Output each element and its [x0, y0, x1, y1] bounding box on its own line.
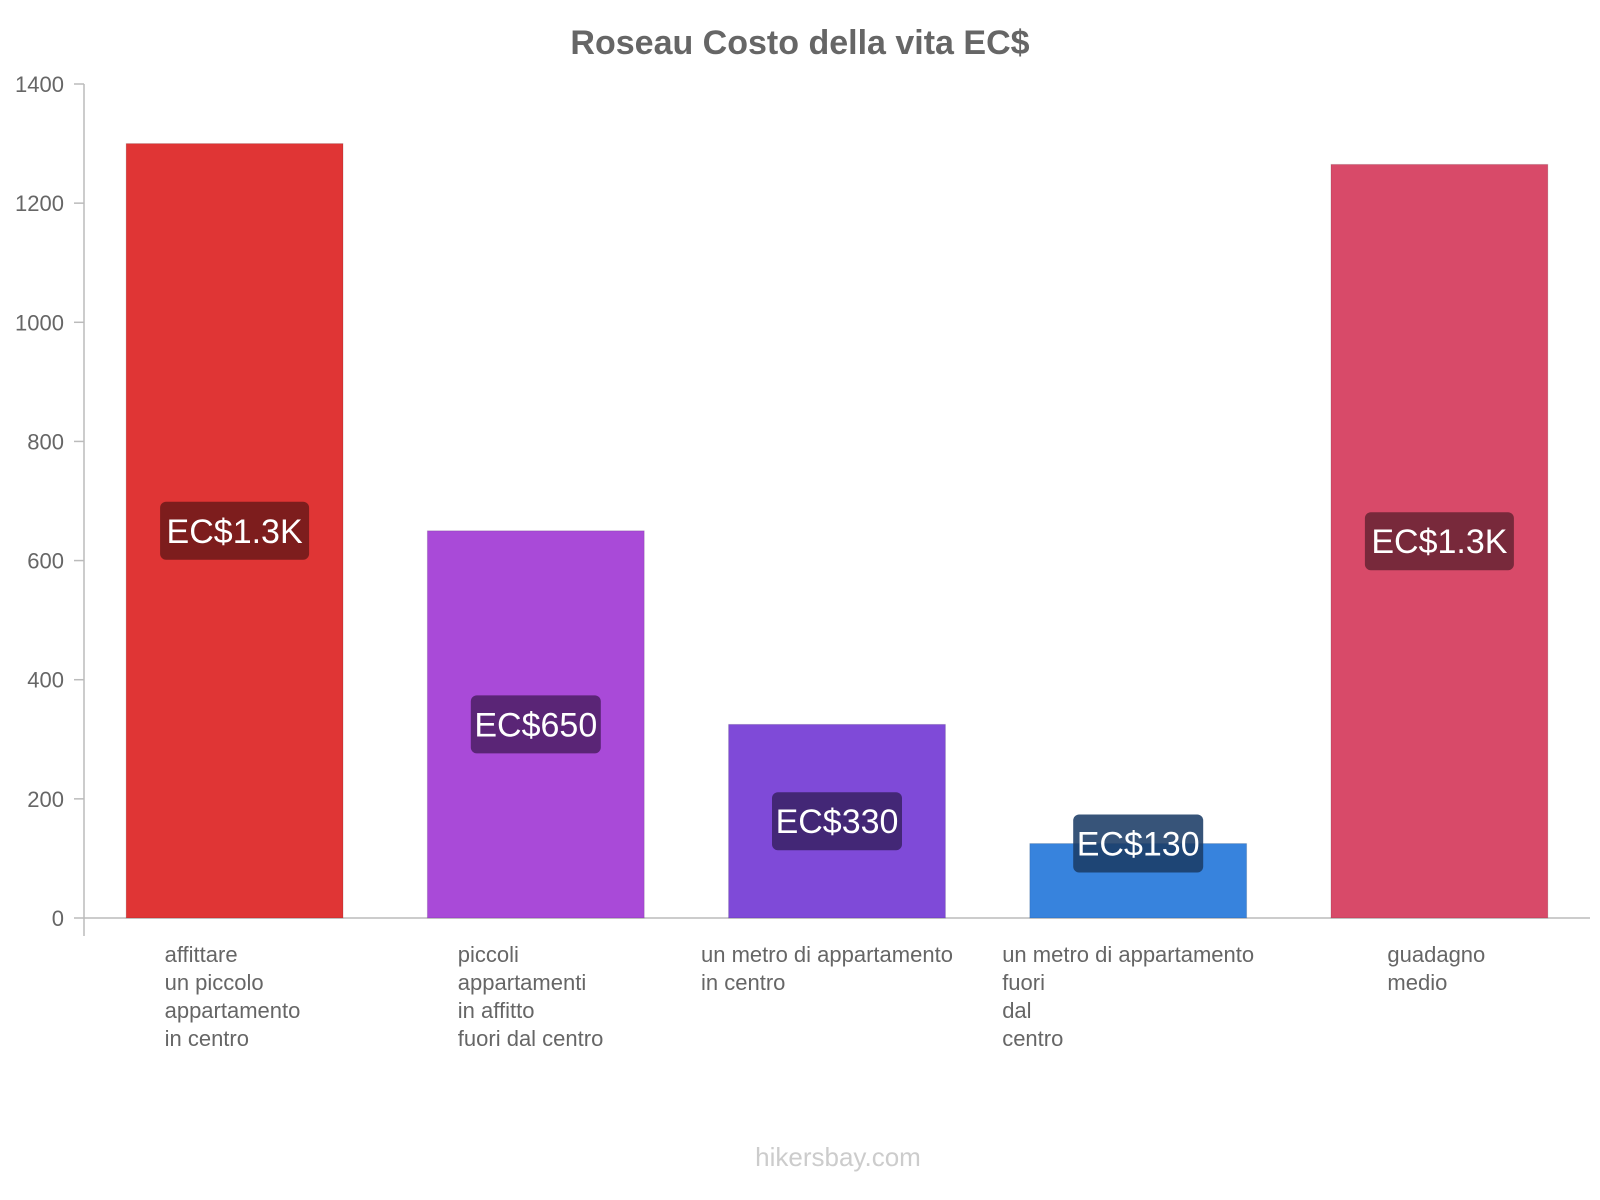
category-label-line: un metro di appartamento: [701, 942, 953, 967]
y-tick-label: 1400: [15, 72, 64, 97]
data-label: EC$1.3K: [167, 513, 303, 551]
category-label-line: appartamenti: [458, 970, 586, 995]
category-label-line: in centro: [165, 1026, 249, 1051]
data-label-box: [160, 501, 310, 560]
y-tick-label: 0: [52, 906, 64, 931]
data-label: EC$650: [474, 706, 597, 744]
data-label: EC$130: [1077, 826, 1200, 864]
category-label: guadagno medio: [1387, 942, 1485, 995]
data-label: EC$1.3K: [1371, 523, 1507, 561]
data-label-box: [772, 792, 902, 851]
category-label-line: fuori dal centro: [458, 1026, 604, 1051]
category-label-line: dal: [1002, 998, 1031, 1023]
category-label-line: centro: [1002, 1026, 1063, 1051]
y-tick-label: 1000: [15, 310, 64, 335]
category-label-line: in affitto: [458, 998, 535, 1023]
category-label-line: in centro: [701, 970, 785, 995]
data-label: EC$330: [776, 803, 899, 841]
watermark: hikersbay.com: [755, 1142, 921, 1172]
category-label-line: fuori: [1002, 970, 1045, 995]
category-label-line: un piccolo: [165, 970, 264, 995]
data-label-box: [1073, 814, 1204, 873]
category-labels: affittare un piccolo appartamento in centro…: [165, 942, 1486, 1051]
y-tick-label: 800: [27, 429, 64, 454]
data-labels: EC$1.3K EC$650 EC$330 EC$130 EC$1.3K: [160, 501, 1514, 873]
data-label-box: [1364, 512, 1514, 571]
category-label-line: affittare: [165, 942, 238, 967]
y-tick-label: 600: [27, 549, 64, 574]
category-label-line: piccoli: [458, 942, 519, 967]
data-label-box: [470, 695, 601, 754]
category-label: un metro di appartamento in centro: [701, 942, 953, 995]
category-label-line: guadagno: [1387, 942, 1485, 967]
y-tick-label: 200: [27, 787, 64, 812]
category-label: piccoli appartamenti in affitto fuori dal c…: [458, 942, 604, 1051]
category-label-line: appartamento: [165, 998, 301, 1023]
category-label-line: un metro di appartamento: [1002, 942, 1254, 967]
chart-title: Roseau Costo della vita EC$: [570, 24, 1029, 62]
category-label: affittare un piccolo appartamento in centro: [165, 942, 301, 1051]
category-label-line: medio: [1387, 970, 1447, 995]
y-tick-label: 400: [27, 668, 64, 693]
y-tick-label: 1200: [15, 191, 64, 216]
category-label: un metro di appartamento fuori dal centro: [1002, 942, 1254, 1051]
